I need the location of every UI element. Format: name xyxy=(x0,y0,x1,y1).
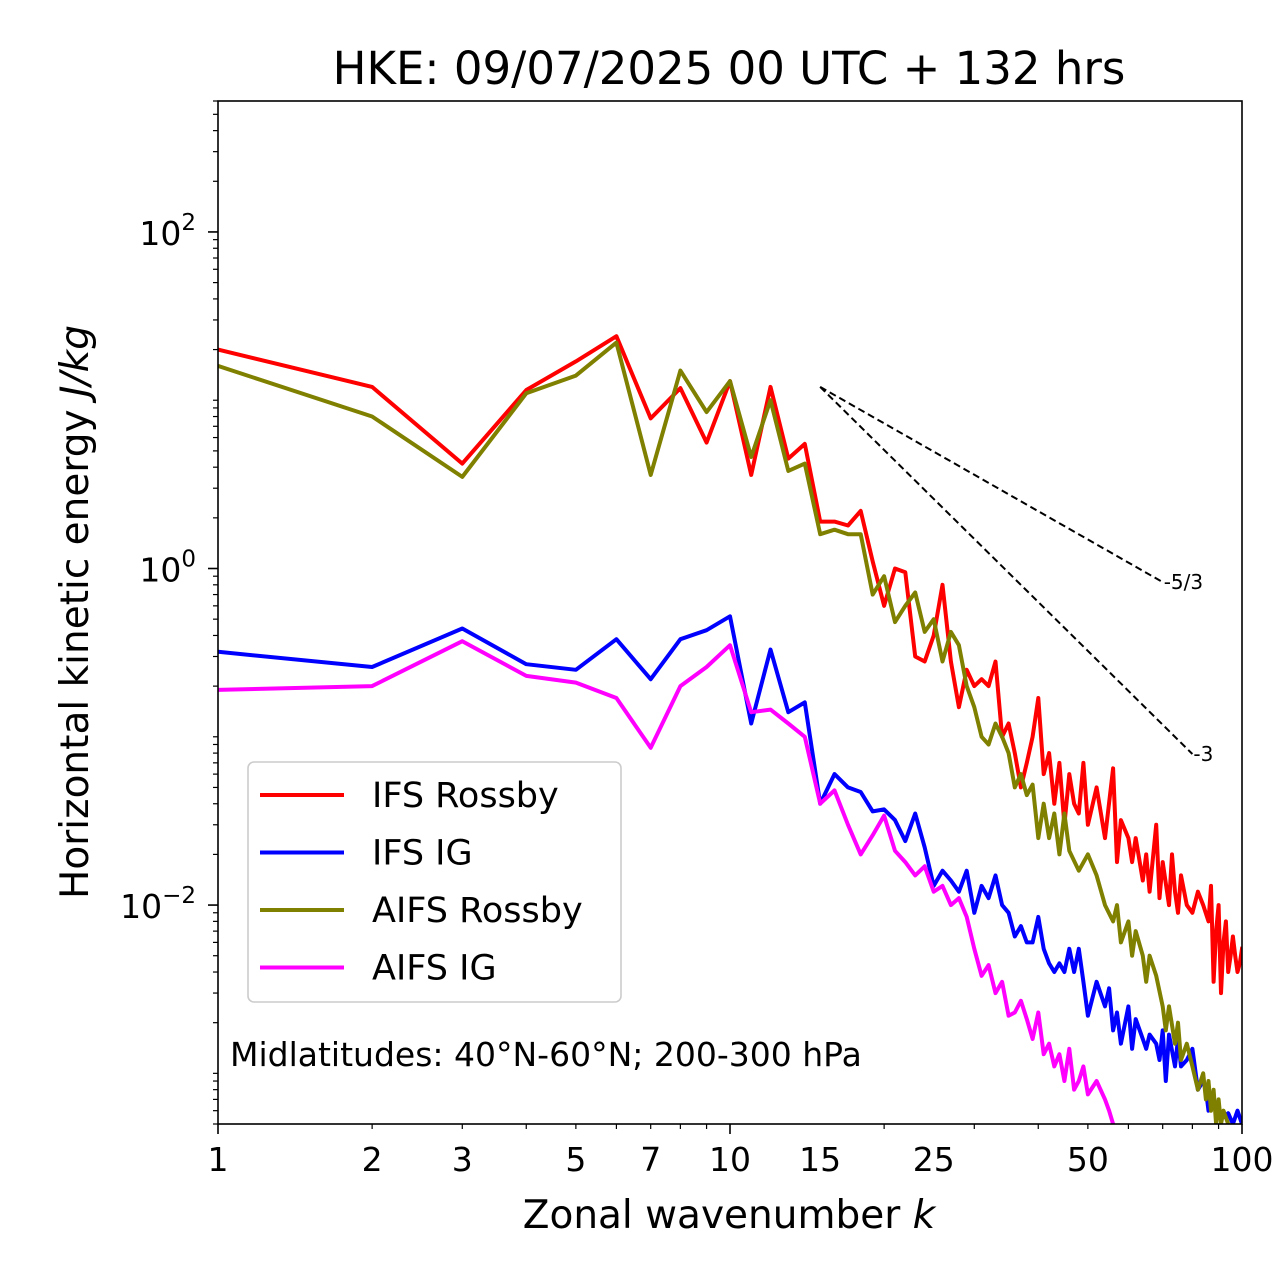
series-line-aifs-rossby xyxy=(218,340,1231,1124)
x-tick-label-3: 3 xyxy=(452,1140,473,1179)
legend-label-aifs-rossby: AIFS Rossby xyxy=(372,891,583,931)
x-tick-label-15: 15 xyxy=(799,1140,841,1179)
x-tick-label-25: 25 xyxy=(913,1140,955,1179)
x-tick-label-100: 100 xyxy=(1211,1140,1274,1179)
reference-line-3 xyxy=(819,386,1194,755)
reference-label-5-3: -5/3 xyxy=(1164,570,1203,594)
x-tick-label-7: 7 xyxy=(640,1140,661,1179)
y-axis-label: Horizontal kinetic energy J/kg xyxy=(53,325,98,899)
x-tick-label-5: 5 xyxy=(565,1140,586,1179)
axis-ticks xyxy=(208,100,1243,1134)
y-tick-label-10e-2: 10−2 xyxy=(120,883,196,926)
y-axis-tick-labels: 102 100 10−2 xyxy=(120,210,196,926)
series-line-ifs-rossby xyxy=(218,334,1242,996)
x-axis-variable: k xyxy=(913,1193,937,1238)
plot-frame xyxy=(217,100,1243,1125)
legend-label-ifs-rossby: IFS Rossby xyxy=(372,776,559,816)
y-tick-label-10e2: 102 xyxy=(139,210,196,253)
legend-label-ifs-ig: IFS IG xyxy=(372,834,473,874)
x-tick-label-2: 2 xyxy=(362,1140,383,1179)
x-tick-label-1: 1 xyxy=(208,1140,229,1179)
chart-title: HKE: 09/07/2025 00 UTC + 132 hrs xyxy=(333,42,1126,95)
legend-label-aifs-ig: AIFS IG xyxy=(372,949,497,989)
x-axis-tick-labels: 1 2 3 5 7 10 15 25 50 100 xyxy=(208,1140,1274,1179)
y-axis-unit: J/kg xyxy=(53,325,98,404)
legend: IFS Rossby IFS IG AIFS Rossby AIFS IG xyxy=(247,761,622,1003)
y-tick-label-10e0: 100 xyxy=(139,547,196,590)
reference-slope-labels: -5/3 -3 xyxy=(1164,570,1214,766)
region-annotation: Midlatitudes: 40°N-60°N; 200-300 hPa xyxy=(230,1035,862,1074)
reference-slope-lines xyxy=(819,386,1194,755)
x-tick-label-10: 10 xyxy=(709,1140,751,1179)
x-axis-label: Zonal wavenumber k xyxy=(523,1193,937,1238)
legend-box xyxy=(247,761,622,1003)
data-series xyxy=(218,334,1242,1124)
reference-label-3: -3 xyxy=(1193,742,1213,766)
x-tick-label-50: 50 xyxy=(1067,1140,1109,1179)
series-line-aifs-ig xyxy=(218,639,1116,1124)
